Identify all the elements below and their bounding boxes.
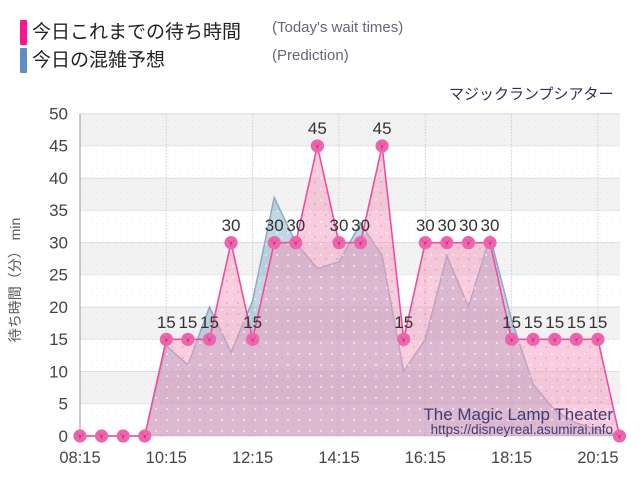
- svg-text:45: 45: [49, 137, 68, 156]
- svg-text:30: 30: [286, 216, 305, 235]
- svg-text:20: 20: [49, 298, 68, 317]
- svg-text:12:15: 12:15: [232, 449, 273, 467]
- svg-text:45: 45: [308, 119, 327, 138]
- svg-text:45: 45: [373, 119, 392, 138]
- svg-text:10:15: 10:15: [146, 449, 187, 467]
- svg-text:20:15: 20:15: [577, 449, 618, 467]
- svg-text:15: 15: [567, 313, 586, 332]
- svg-text:15: 15: [524, 313, 543, 332]
- svg-text:08:15: 08:15: [59, 449, 100, 467]
- svg-text:18:15: 18:15: [491, 449, 532, 467]
- svg-text:30: 30: [416, 216, 435, 235]
- svg-text:15: 15: [394, 313, 413, 332]
- svg-text:15: 15: [200, 313, 219, 332]
- svg-text:30: 30: [459, 216, 478, 235]
- svg-text:15: 15: [178, 313, 197, 332]
- svg-text:15: 15: [157, 313, 176, 332]
- svg-text:15: 15: [49, 330, 68, 349]
- svg-text:15: 15: [243, 313, 262, 332]
- svg-text:15: 15: [502, 313, 521, 332]
- svg-text:40: 40: [49, 169, 68, 188]
- svg-text:50: 50: [49, 105, 68, 124]
- svg-text:30: 30: [437, 216, 456, 235]
- svg-text:30: 30: [351, 216, 370, 235]
- svg-text:16:15: 16:15: [405, 449, 446, 467]
- svg-text:待ち時間（分） min: 待ち時間（分） min: [7, 218, 23, 342]
- svg-text:30: 30: [49, 233, 68, 252]
- svg-text:5: 5: [59, 395, 68, 414]
- svg-text:30: 30: [265, 216, 284, 235]
- svg-text:14:15: 14:15: [318, 449, 359, 467]
- svg-text:30: 30: [329, 216, 348, 235]
- svg-text:0: 0: [59, 427, 68, 446]
- svg-text:35: 35: [49, 201, 68, 220]
- svg-text:30: 30: [481, 216, 500, 235]
- svg-text:25: 25: [49, 266, 68, 285]
- svg-text:15: 15: [588, 313, 607, 332]
- svg-text:https://disneyreal.asumirai.in: https://disneyreal.asumirai.info: [431, 422, 613, 437]
- svg-text:15: 15: [545, 313, 564, 332]
- svg-text:10: 10: [49, 362, 68, 381]
- svg-text:30: 30: [222, 216, 241, 235]
